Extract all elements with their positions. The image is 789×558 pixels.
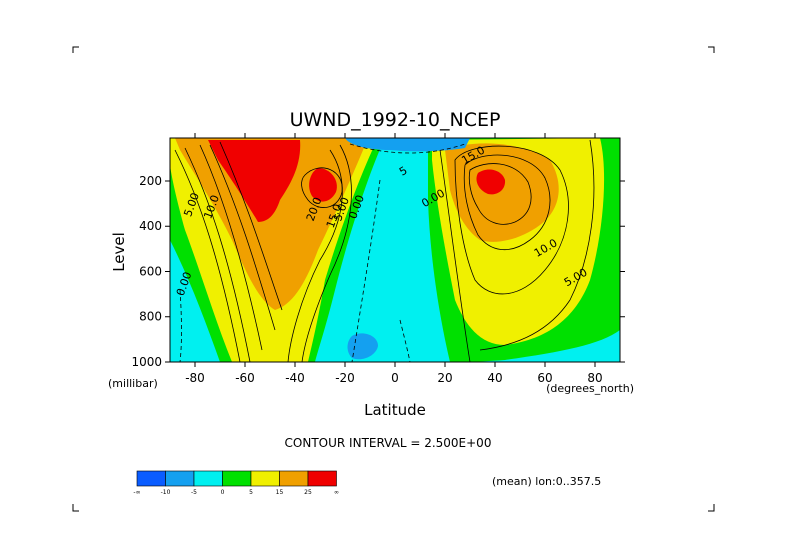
sh-red-secondary xyxy=(309,168,337,202)
y-unit-label: (millibar) xyxy=(108,377,158,390)
contour-line xyxy=(439,149,471,362)
contour-line xyxy=(479,139,595,351)
y-tick-label: 800 xyxy=(139,310,162,324)
contour-interval-text: CONTOUR INTERVAL = 2.500E+00 xyxy=(285,436,492,450)
contour-line xyxy=(174,149,241,362)
colorbar-swatch xyxy=(250,470,280,487)
chart-title: UWND_1992-10_NCEP xyxy=(290,109,501,131)
y-tick-label: 1000 xyxy=(131,355,162,369)
colorbar-swatch xyxy=(307,470,337,487)
colorbar-label: -10 xyxy=(161,489,171,496)
crop-mark-top-left xyxy=(72,46,79,53)
crop-mark-bottom-left xyxy=(72,504,79,512)
x-tick-label: -40 xyxy=(285,371,305,385)
x-tick-label: 0 xyxy=(391,371,399,385)
y-tick-label: 400 xyxy=(139,219,162,233)
mean-text: (mean) lon:0..357.5 xyxy=(492,475,601,488)
contour-line-dashed xyxy=(179,289,182,362)
x-tick-label: 20 xyxy=(437,371,452,385)
x-tick-label: 60 xyxy=(537,371,552,385)
contour-line xyxy=(468,163,532,225)
y-tick-label: 200 xyxy=(139,174,162,188)
x-tick-label: 80 xyxy=(587,371,602,385)
contour-line xyxy=(287,149,343,362)
crop-mark-bottom-right xyxy=(708,504,715,512)
colorbar-swatch xyxy=(222,470,252,487)
easterly-blue-top xyxy=(345,138,470,152)
contour-line xyxy=(184,147,251,362)
x-tick-label: -80 xyxy=(185,371,205,385)
colorbar-label: 15 xyxy=(276,489,284,496)
contour-lines xyxy=(174,139,595,362)
colorbar-swatch xyxy=(193,470,223,487)
axes: -80 -60 -40 -20 0 20 40 60 80 200 400 600 800 1000 xyxy=(131,133,625,385)
colorbar-swatch xyxy=(279,470,309,487)
colorbar-label: ∞ xyxy=(334,489,339,496)
colorbar-label: 0 xyxy=(221,489,225,496)
colorbar-swatch xyxy=(165,470,195,487)
colorbar-label: 5 xyxy=(249,489,253,496)
contour-line xyxy=(209,144,276,331)
contour-field xyxy=(170,138,620,362)
contour-dashed xyxy=(179,143,466,362)
x-tick-label: -60 xyxy=(235,371,255,385)
contour-line-dashed xyxy=(349,143,466,154)
contour-line xyxy=(463,154,551,251)
x-tick-label: 40 xyxy=(487,371,502,385)
x-tick-label: -20 xyxy=(335,371,355,385)
colorbar-label: 25 xyxy=(304,489,312,496)
crop-marks xyxy=(72,46,715,512)
easterly-blue-surface xyxy=(347,333,378,360)
x-unit-label: (degrees_north) xyxy=(546,382,634,395)
nh-red-core xyxy=(476,169,506,195)
x-axis-label: Latitude xyxy=(364,401,426,419)
contour-line xyxy=(219,141,283,311)
contour-line xyxy=(454,145,569,295)
y-axis-label: Level xyxy=(110,232,128,272)
colorbar-label: -5 xyxy=(191,489,197,496)
y-tick-label: 600 xyxy=(139,264,162,278)
colorbar-label: -∞ xyxy=(133,489,140,496)
contour-line-dashed xyxy=(351,179,381,362)
colorbar-swatch xyxy=(136,470,166,487)
colorbar: -∞ -10 -5 0 5 15 25 ∞ xyxy=(133,470,339,496)
crop-mark-top-right xyxy=(708,46,715,53)
contour-line xyxy=(301,167,343,208)
sh-red-core xyxy=(208,140,301,222)
contour-line xyxy=(199,144,263,351)
contour-line xyxy=(301,144,352,362)
